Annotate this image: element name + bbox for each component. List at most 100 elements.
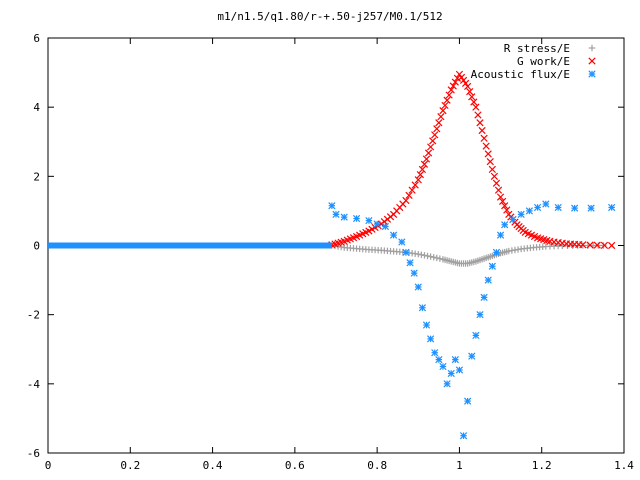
data-point (503, 206, 511, 214)
data-point (427, 143, 435, 151)
legend-marker (588, 70, 596, 78)
data-point (433, 254, 440, 262)
data-point (451, 356, 459, 364)
x-tick-label: 1 (456, 459, 463, 472)
data-point (373, 220, 381, 228)
data-point (455, 366, 464, 374)
data-point (421, 252, 428, 259)
data-point (424, 149, 433, 157)
data-point (472, 103, 480, 111)
data-point (449, 82, 457, 90)
legend-label: Acoustic flux/E (471, 68, 570, 81)
data-point (482, 142, 490, 150)
data-point (600, 242, 607, 249)
y-tick-label: 6 (33, 32, 40, 45)
data-point (587, 204, 595, 212)
legend-label: G work/E (517, 55, 570, 68)
chart-title: m1/n1.5/q1.80/r-+.50-j257/M0.1/512 (217, 10, 442, 23)
data-point (490, 172, 499, 180)
y-tick-label: 4 (33, 101, 40, 114)
data-point (415, 250, 422, 258)
data-point (517, 210, 525, 218)
data-point (501, 202, 509, 210)
legend-label: R stress/E (504, 42, 570, 55)
data-point (470, 98, 478, 106)
data-point (447, 369, 455, 378)
data-point (435, 356, 443, 364)
data-point (332, 210, 340, 218)
data-point (466, 87, 474, 96)
data-point (424, 252, 431, 260)
data-point (571, 204, 579, 212)
data-point (420, 160, 429, 168)
legend-marker (588, 44, 596, 52)
data-point (472, 331, 480, 340)
data-point (476, 119, 484, 127)
data-point (492, 179, 501, 187)
data-point (433, 125, 441, 133)
legend-marker (588, 57, 596, 65)
series-2 (48, 200, 616, 440)
data-point (398, 238, 406, 246)
data-point (405, 191, 413, 199)
data-point (389, 231, 398, 239)
data-point (445, 91, 453, 99)
data-point (501, 221, 509, 229)
data-point (402, 248, 410, 257)
series-0 (328, 242, 607, 267)
data-point (443, 380, 451, 388)
data-point (414, 176, 422, 184)
y-tick-label: -2 (27, 309, 40, 322)
data-point (418, 165, 427, 174)
data-point (608, 203, 616, 212)
data-point (340, 213, 348, 221)
data-point (478, 126, 486, 135)
data-point (447, 86, 455, 94)
data-point (525, 207, 533, 215)
data-point (488, 262, 496, 270)
data-point (435, 119, 443, 127)
data-point (427, 335, 435, 343)
data-point (328, 202, 336, 210)
data-point (459, 432, 468, 440)
axes-layer: 0 0.2 0.4 0.6 0.8 1 1.2 1.4 6 4 2 0 -2 -4 -6 (27, 32, 635, 472)
y-tick-label: -6 (27, 447, 40, 460)
data-point (402, 196, 410, 205)
data-point (365, 216, 373, 225)
data-point (464, 82, 472, 91)
x-tick-label: 0.8 (367, 459, 387, 472)
data-point (381, 222, 389, 231)
data-point (600, 241, 609, 249)
data-point (586, 241, 594, 249)
x-tick-label: 0.6 (285, 459, 305, 472)
data-point (468, 352, 476, 360)
x-tick-label: 0.4 (203, 459, 223, 472)
data-point (431, 131, 439, 139)
data-point (416, 170, 424, 179)
x-tick-label: 0.2 (120, 459, 140, 472)
data-point (441, 101, 449, 110)
data-point (593, 241, 601, 249)
data-point (484, 276, 492, 284)
data-point (406, 259, 414, 267)
data-point (408, 186, 416, 194)
series-1 (328, 70, 616, 250)
data-point (437, 113, 445, 121)
data-point (431, 349, 439, 357)
data-point (439, 107, 447, 115)
data-point (352, 214, 361, 223)
x-tick-label: 1.2 (532, 459, 552, 472)
data-point (488, 165, 496, 174)
y-tick-label: 0 (33, 240, 40, 253)
data-point (422, 155, 431, 163)
data-point (451, 78, 459, 86)
data-point (486, 158, 494, 166)
data-point (533, 203, 542, 212)
data-point (474, 111, 482, 119)
data-point (418, 304, 427, 312)
data-point (427, 253, 434, 260)
data-point (464, 397, 472, 405)
data-point (484, 150, 492, 158)
data-point (411, 181, 419, 189)
